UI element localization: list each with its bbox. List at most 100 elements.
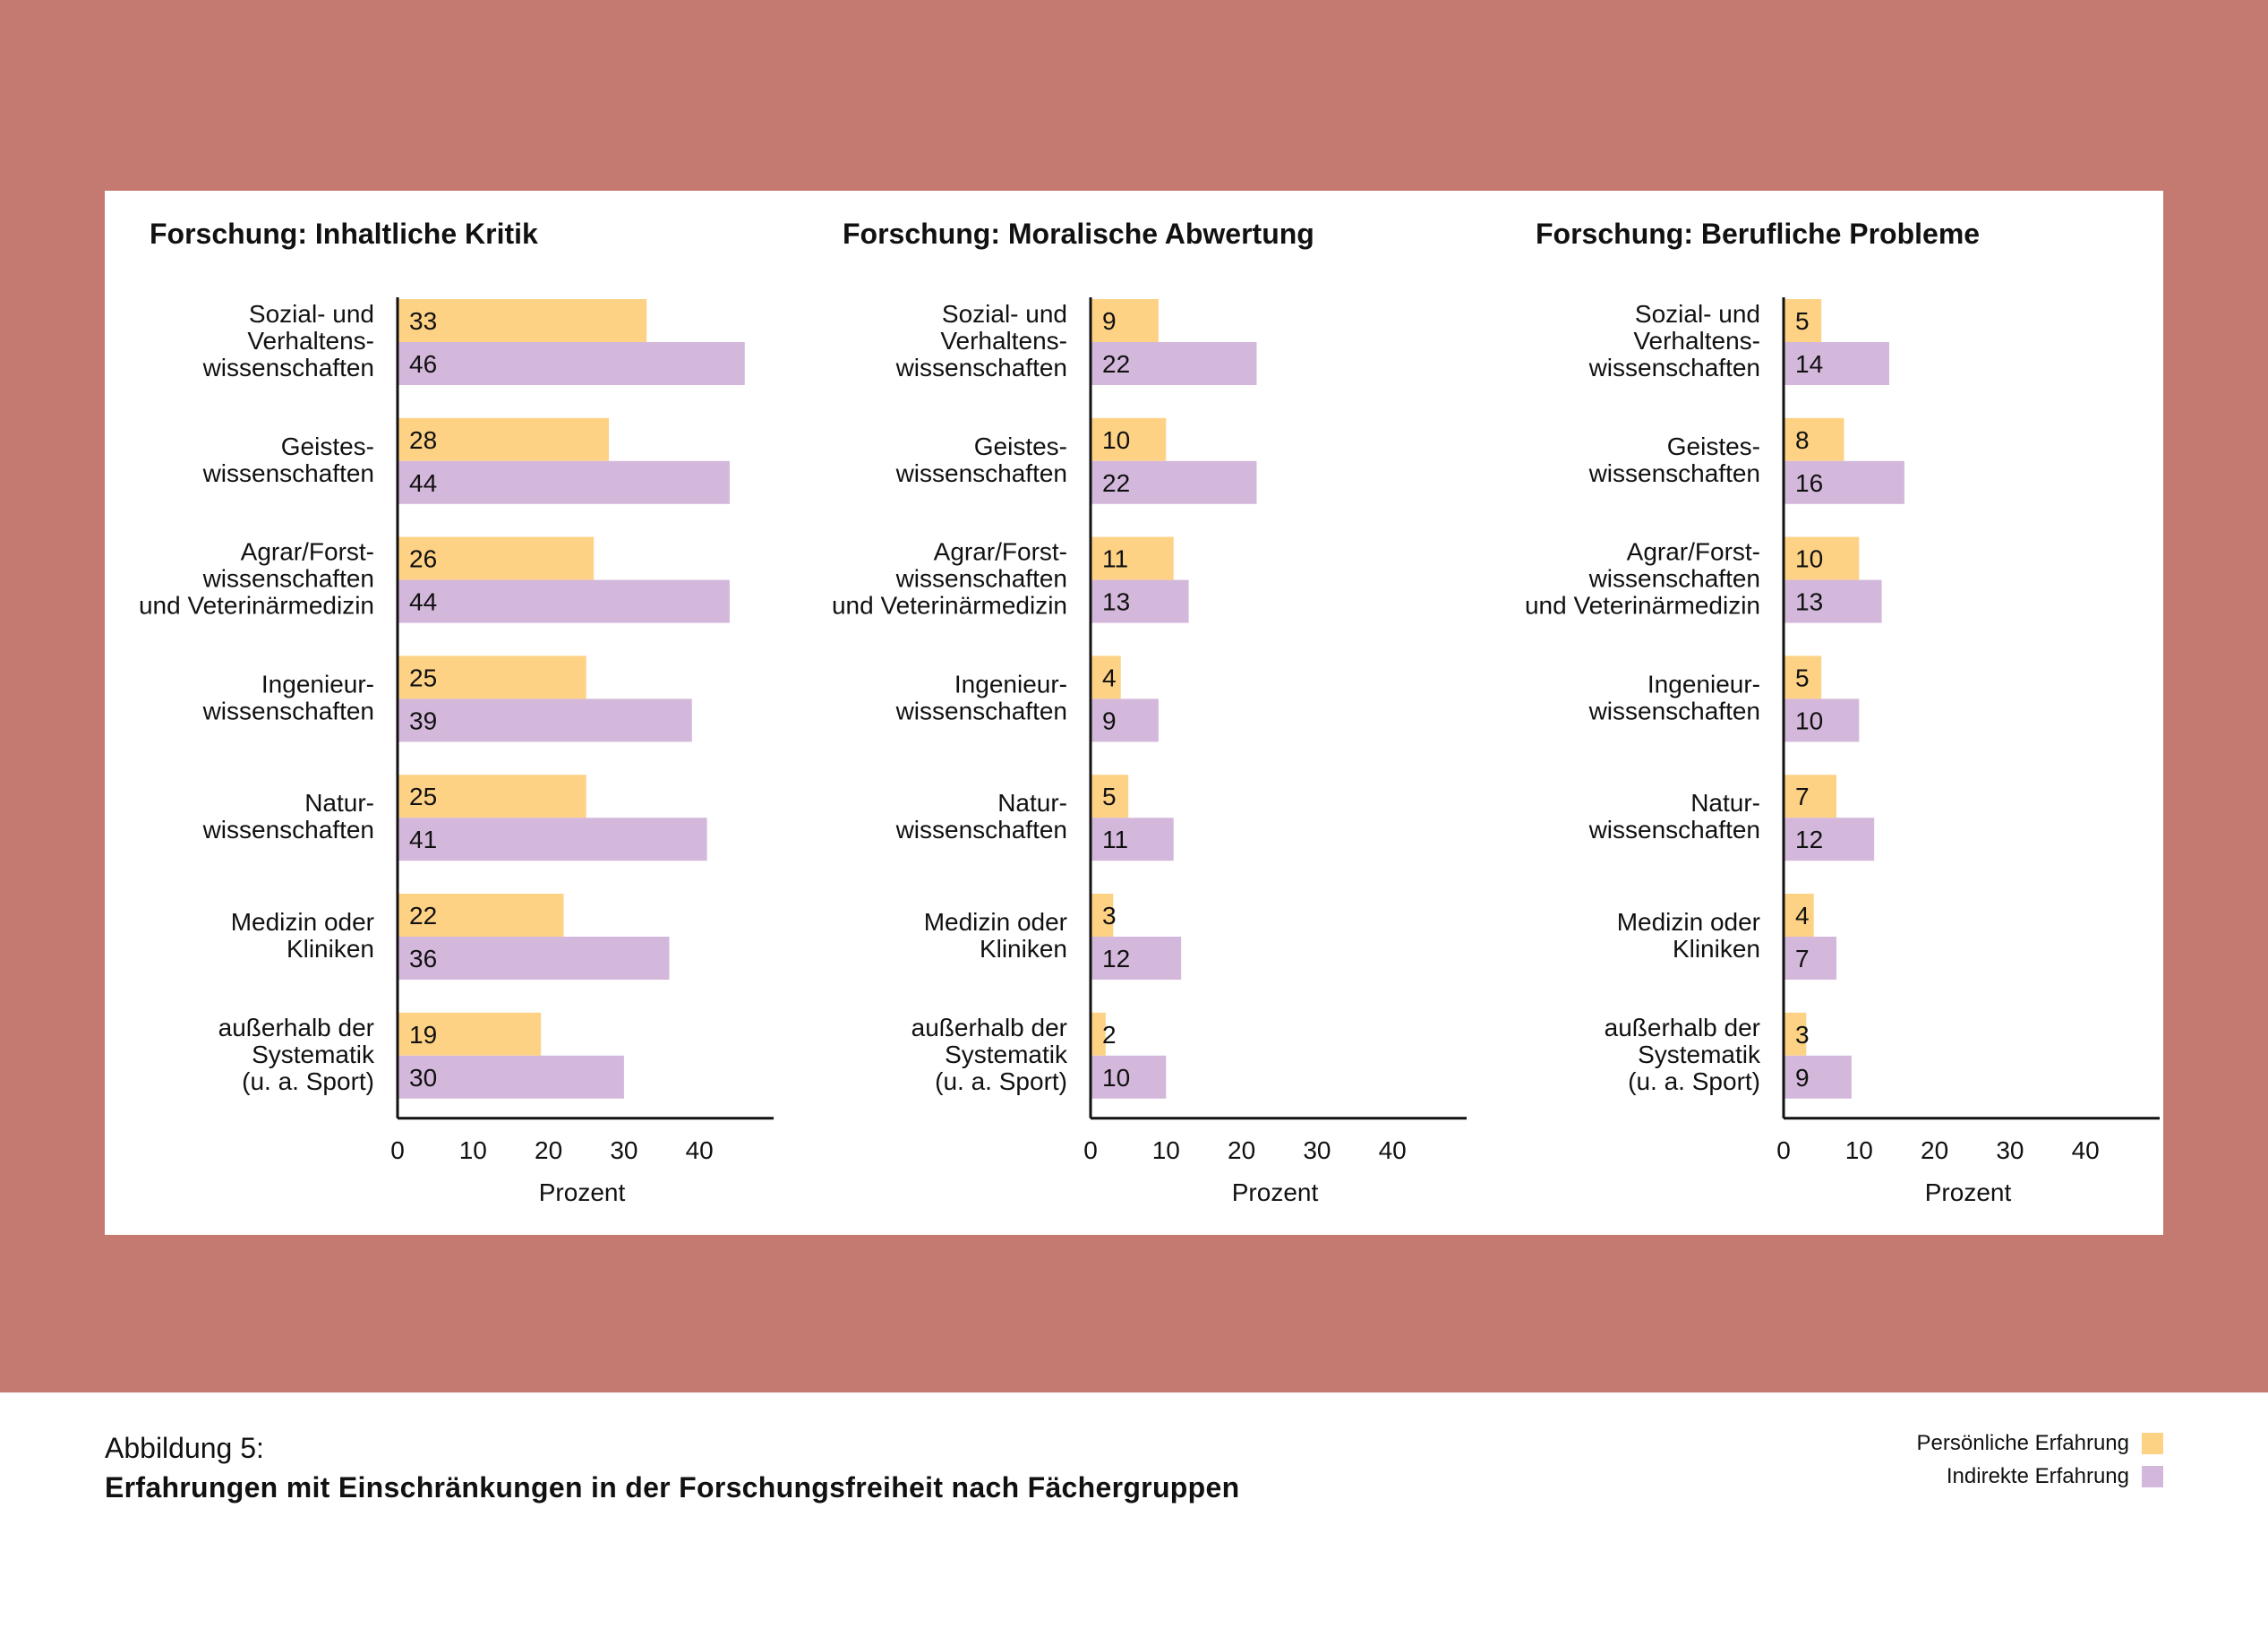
- category-label: Ingenieur-: [261, 670, 374, 698]
- bar-value-label: 9: [1795, 1064, 1810, 1092]
- bar-value-label: 4: [1795, 902, 1810, 930]
- bar-personal: [398, 417, 610, 461]
- category-label: wissenschaften: [895, 816, 1067, 844]
- bar-value-label: 41: [409, 826, 437, 853]
- legend-label-indirect: Indirekte Erfahrung: [1946, 1463, 2129, 1488]
- bar-value-label: 30: [409, 1064, 437, 1092]
- bar-value-label: 22: [1102, 469, 1130, 497]
- x-tick-label: 30: [610, 1136, 638, 1164]
- category-label: Systematik: [1638, 1041, 1761, 1068]
- legend-item-indirect: Indirekte Erfahrung: [1917, 1460, 2163, 1493]
- bar-indirect: [1784, 579, 1882, 623]
- bar-value-label: 11: [1102, 545, 1128, 573]
- x-tick-label: 20: [1228, 1136, 1255, 1164]
- bar-indirect: [1091, 937, 1182, 980]
- bar-value-label: 19: [409, 1021, 437, 1049]
- category-label: Agrar/Forst-: [934, 538, 1067, 566]
- x-tick-label: 0: [1776, 1136, 1791, 1164]
- category-label: Agrar/Forst-: [1627, 538, 1760, 566]
- charts-area: Forschung: Inhaltliche Kritik Sozial- und…: [139, 218, 2160, 1206]
- bar-personal: [1091, 655, 1121, 699]
- category-label: Geistes-: [281, 433, 374, 460]
- category-label: Sozial- und: [1635, 300, 1760, 328]
- x-tick-label: 40: [1379, 1136, 1407, 1164]
- bar-personal: [1784, 1012, 1807, 1056]
- bar-value-label: 14: [1795, 350, 1823, 378]
- bar-personal: [398, 536, 595, 580]
- category-label: Agrar/Forst-: [241, 538, 374, 566]
- bar-value-label: 28: [409, 426, 437, 454]
- bar-value-label: 4: [1102, 664, 1117, 691]
- x-tick-label: 30: [1303, 1136, 1331, 1164]
- bar-value-label: 9: [1102, 307, 1117, 335]
- bar-indirect: [1091, 460, 1257, 504]
- x-tick-label: 30: [1996, 1136, 2024, 1164]
- bar-value-label: 46: [409, 350, 437, 378]
- bar-indirect: [1784, 818, 1875, 861]
- bar-indirect: [1784, 698, 1860, 742]
- bar-value-label: 10: [1102, 1064, 1130, 1092]
- figure-caption: Abbildung 5: Erfahrungen mit Einschränku…: [105, 1428, 1448, 1507]
- category-label: und Veterinärmedizin: [139, 592, 374, 620]
- category-label: Medizin oder: [231, 908, 374, 936]
- bar-personal: [1091, 299, 1159, 342]
- bar-value-label: 22: [1102, 350, 1130, 378]
- bar-indirect: [398, 818, 707, 861]
- category-label: Verhaltens-: [1633, 327, 1760, 355]
- category-label: Systematik: [252, 1041, 375, 1068]
- category-label: wissenschaften: [1588, 697, 1760, 724]
- x-tick-label: 20: [1921, 1136, 1948, 1164]
- x-tick-label: 40: [686, 1136, 714, 1164]
- category-label: Verhaltens-: [940, 327, 1067, 355]
- chart-panel-3: Forschung: Berufliche Probleme Sozial- un…: [1525, 218, 2160, 1206]
- bar-personal: [1091, 536, 1174, 580]
- chart-title: Forschung: Berufliche Probleme: [1536, 218, 1980, 250]
- category-label: wissenschaften: [202, 816, 374, 844]
- bar-value-label: 5: [1795, 664, 1810, 691]
- bar-value-label: 16: [1795, 469, 1823, 497]
- bar-indirect: [1091, 818, 1174, 861]
- bar-value-label: 10: [1102, 426, 1130, 454]
- bar-value-label: 5: [1102, 783, 1117, 810]
- legend-swatch-personal: [2142, 1432, 2163, 1454]
- bar-personal: [1784, 894, 1814, 937]
- bar-personal: [1784, 299, 1822, 342]
- x-tick-label: 0: [390, 1136, 405, 1164]
- bar-value-label: 13: [1795, 588, 1823, 616]
- bar-personal: [1784, 655, 1822, 699]
- x-axis-label: Prozent: [539, 1178, 626, 1206]
- bar-indirect: [398, 342, 745, 385]
- legend-swatch-indirect: [2142, 1465, 2163, 1487]
- bar-personal: [398, 299, 647, 342]
- category-label: Kliniken: [980, 935, 1067, 963]
- category-label: wissenschaften: [202, 354, 374, 381]
- bar-personal: [398, 655, 586, 699]
- x-tick-label: 0: [1083, 1136, 1098, 1164]
- category-label: Systematik: [945, 1041, 1068, 1068]
- bar-personal: [1091, 1012, 1106, 1056]
- category-label: Geistes-: [974, 433, 1067, 460]
- category-label: Kliniken: [1673, 935, 1760, 963]
- bar-indirect: [398, 937, 670, 980]
- bar-value-label: 12: [1102, 945, 1130, 972]
- category-label: wissenschaften: [895, 565, 1067, 593]
- category-label: Natur-: [997, 789, 1067, 817]
- x-tick-label: 20: [535, 1136, 562, 1164]
- bar-indirect: [398, 1055, 624, 1099]
- legend: Persönliche Erfahrung Indirekte Erfahrun…: [1917, 1427, 2163, 1493]
- bar-indirect: [1784, 460, 1904, 504]
- bar-personal: [1784, 536, 1860, 580]
- category-label: (u. a. Sport): [935, 1067, 1067, 1095]
- bar-indirect: [1091, 342, 1257, 385]
- bar-value-label: 13: [1102, 588, 1130, 616]
- bar-value-label: 44: [409, 588, 437, 616]
- bar-value-label: 22: [409, 902, 437, 930]
- x-tick-label: 40: [2072, 1136, 2100, 1164]
- category-label: Kliniken: [287, 935, 374, 963]
- bar-value-label: 7: [1795, 783, 1810, 810]
- bar-value-label: 3: [1102, 902, 1117, 930]
- bar-value-label: 26: [409, 545, 437, 573]
- category-label: Natur-: [1690, 789, 1760, 817]
- category-label: wissenschaften: [202, 697, 374, 724]
- category-label: wissenschaften: [202, 459, 374, 487]
